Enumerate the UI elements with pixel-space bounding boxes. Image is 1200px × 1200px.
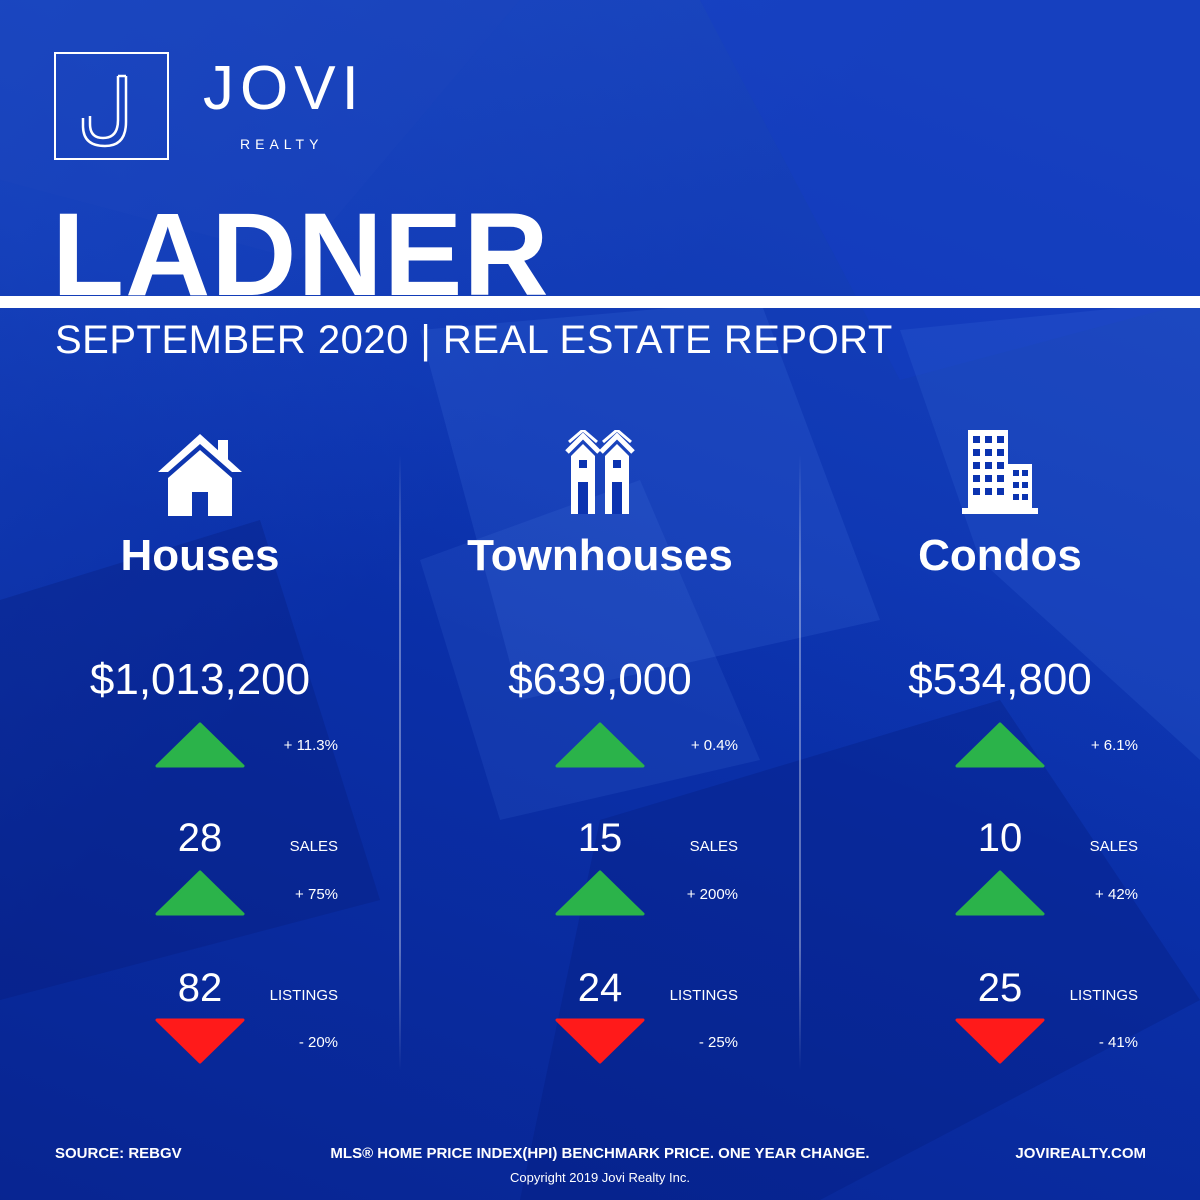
listings-count: 25 [977,966,1023,1010]
price-change-up-arrow-icon [955,722,1045,768]
brand-name: JOVI [203,54,365,123]
sales-change-up-arrow-icon [555,870,645,916]
benchmark-price: $639,000 [508,655,692,704]
category-column-townhouses: Townhouses $639,000 + 0.4% 15 SALES + 20… [400,430,800,1080]
listings-change-percent: - 25% [698,1034,738,1051]
price-change-percent: + 6.1% [1090,737,1138,754]
sales-label: SALES [1089,838,1138,855]
brand-subtitle: REALTY [240,136,324,152]
sales-count: 28 [177,816,223,860]
price-change-percent: + 11.3% [283,737,338,754]
listings-count: 24 [577,966,623,1010]
listings-label: LISTINGS [1069,987,1138,1004]
sales-label: SALES [289,838,338,855]
sales-change-up-arrow-icon [955,870,1045,916]
brand-logo [54,52,169,160]
listings-count: 82 [177,966,223,1010]
header-divider [0,296,1200,308]
category-column-houses: Houses $1,013,200 + 11.3% 28 SALES + 75%… [0,430,400,1080]
listings-label: LISTINGS [269,987,338,1004]
price-change-percent: + 0.4% [690,737,738,754]
price-change-up-arrow-icon [155,722,245,768]
listings-change-percent: - 20% [298,1034,338,1051]
sales-change-percent: + 75% [295,886,338,903]
report-city-title: LADNER [52,189,550,321]
benchmark-price: $1,013,200 [89,655,311,704]
sales-label: SALES [689,838,738,855]
category-name: Condos [918,531,1082,580]
column-divider [799,455,801,1070]
price-change-up-arrow-icon [555,722,645,768]
listings-label: LISTINGS [669,987,738,1004]
sales-change-up-arrow-icon [155,870,245,916]
house-icon [150,430,250,520]
townhouse-icon [550,430,650,520]
condo-building-icon [950,430,1050,520]
sales-count: 10 [977,816,1023,860]
category-column-condos: Condos $534,800 + 6.1% 10 SALES + 42% 25… [800,430,1200,1080]
column-divider [399,455,401,1070]
footer-website-link[interactable]: JOVIREALTY.COM [1015,1145,1146,1162]
listings-change-down-arrow-icon [555,1018,645,1064]
listings-change-percent: - 41% [1098,1034,1138,1051]
footer-copyright: Copyright 2019 Jovi Realty Inc. [510,1170,690,1185]
category-name: Townhouses [467,531,733,580]
sales-change-percent: + 200% [686,886,738,903]
listings-change-down-arrow-icon [955,1018,1045,1064]
footer-note: MLS® HOME PRICE INDEX(HPI) BENCHMARK PRI… [330,1145,870,1162]
listings-change-down-arrow-icon [155,1018,245,1064]
category-name: Houses [120,531,280,580]
report-subtitle: SEPTEMBER 2020 | REAL ESTATE REPORT [55,318,893,362]
sales-change-percent: + 42% [1095,886,1138,903]
benchmark-price: $534,800 [908,655,1092,704]
sales-count: 15 [577,816,623,860]
footer-source: SOURCE: REBGV [55,1145,182,1162]
